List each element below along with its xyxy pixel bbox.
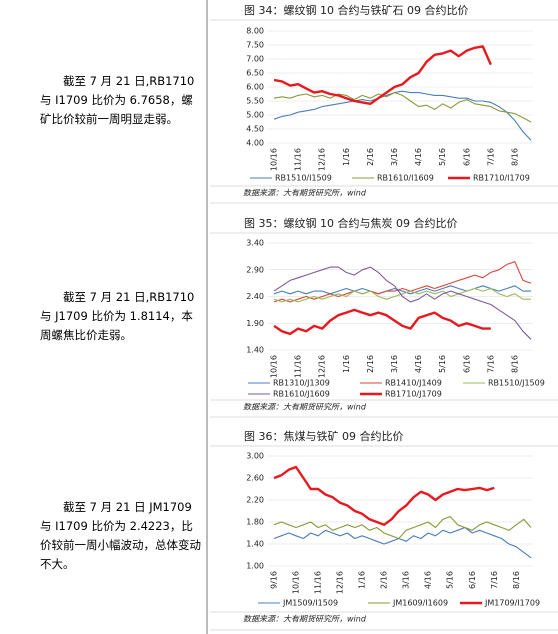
legend-label: RB1510/J1509 <box>488 379 545 388</box>
source: 数据来源：大有期货研究所，wind <box>243 403 367 412</box>
y-tick-label: 7.00 <box>246 55 264 64</box>
y-tick-label: 6.50 <box>246 69 264 78</box>
x-tick-label: 12/16 <box>318 148 327 171</box>
legend-label: JM1709/I1709 <box>484 599 540 608</box>
x-tick-label: 5/16 <box>446 571 455 589</box>
legend-label: RB1610/I1609 <box>377 174 434 183</box>
x-tick-label: 9/16 <box>270 571 279 589</box>
y-tick-label: 8.00 <box>246 27 264 36</box>
x-tick-label: 7/16 <box>486 355 495 373</box>
legend-label: RB1710/I1709 <box>473 174 530 183</box>
x-tick-label: 6/16 <box>462 355 471 373</box>
series-line <box>273 261 532 303</box>
y-tick-label: 4.00 <box>246 139 264 148</box>
series-line <box>273 515 532 540</box>
x-tick-label: 6/16 <box>462 148 471 166</box>
note: 截至 7 月 21 日,RB1710 与 I1709 比价为 6.7658，螺矿… <box>40 74 195 126</box>
x-tick-label: 8/16 <box>510 148 519 166</box>
source: 数据来源：大有期货研究所，wind <box>243 615 367 624</box>
series-line <box>273 308 491 336</box>
x-tick-label: 11/16 <box>314 571 323 594</box>
note: 截至 7 月 21 日 JM1709 与 I1709 比价为 2.4223，比价… <box>40 500 201 571</box>
x-tick-label: 1/16 <box>342 148 351 166</box>
y-tick-label: 6.00 <box>246 83 264 92</box>
y-tick-label: 2.60 <box>246 474 264 483</box>
x-tick-label: 2/16 <box>380 571 389 589</box>
x-tick-label: 10/16 <box>292 571 301 594</box>
series-line <box>273 266 532 340</box>
y-tick-label: 5.00 <box>246 111 264 120</box>
x-tick-label: 7/16 <box>490 571 499 589</box>
x-tick-label: 3/16 <box>402 571 411 589</box>
y-tick-label: 1.90 <box>246 319 264 328</box>
series-line <box>273 465 495 526</box>
series-line <box>273 526 532 559</box>
x-tick-label: 4/16 <box>414 148 423 166</box>
series-line <box>273 92 532 123</box>
y-tick-label: 2.90 <box>246 265 264 274</box>
x-tick-label: 12/16 <box>318 355 327 378</box>
series-line <box>273 285 531 295</box>
chart-title: 图 35：螺纹钢 10 合约与焦炭 09 合约比价 <box>244 216 457 230</box>
x-tick-label: 3/16 <box>390 148 399 166</box>
x-tick-label: 6/16 <box>468 571 477 589</box>
x-tick-label: 5/16 <box>438 355 447 373</box>
y-tick-label: 5.50 <box>246 97 264 106</box>
legend-label: RB1410/J1409 <box>385 379 442 388</box>
y-tick-label: 7.50 <box>246 41 264 50</box>
x-tick-label: 10/16 <box>270 355 279 378</box>
y-tick-label: 1.00 <box>246 562 264 571</box>
series-line <box>273 90 532 141</box>
x-tick-label: 1/16 <box>358 571 367 589</box>
y-tick-label: 4.50 <box>246 125 264 134</box>
x-tick-label: 11/16 <box>294 148 303 171</box>
x-tick-label: 10/16 <box>270 148 279 171</box>
chart-title: 图 34：螺纹钢 10 合约与铁矿石 09 合约比价 <box>244 3 468 17</box>
note: 截至 7 月 21 日,RB1710 与 J1709 比价为 1.8114，本周… <box>40 290 195 342</box>
x-tick-label: 8/16 <box>512 571 521 589</box>
legend-label: RB1310/J1309 <box>273 379 330 388</box>
x-tick-label: 2/16 <box>366 148 375 166</box>
x-tick-label: 8/16 <box>510 355 519 373</box>
legend-label: RB1510/I1509 <box>275 174 332 183</box>
series-line <box>273 287 531 303</box>
y-tick-label: 3.00 <box>246 452 264 461</box>
chart-title: 图 36：焦煤与铁矿 09 合约比价 <box>244 429 403 443</box>
legend-label: JM1509/I1509 <box>282 599 338 608</box>
y-tick-label: 2.40 <box>246 292 264 301</box>
y-tick-label: 3.40 <box>246 239 264 248</box>
source: 数据来源：大有期货研究所，wind <box>243 189 367 198</box>
y-tick-label: 1.40 <box>246 346 264 355</box>
y-tick-label: 1.40 <box>246 540 264 549</box>
x-tick-label: 11/16 <box>294 355 303 378</box>
x-tick-label: 4/16 <box>414 355 423 373</box>
x-tick-label: 2/16 <box>366 355 375 373</box>
legend-label: RB1710/J1709 <box>385 390 442 399</box>
x-tick-label: 7/16 <box>486 148 495 166</box>
legend-label: JM1609/I1609 <box>392 599 448 608</box>
x-tick-label: 3/16 <box>390 355 399 373</box>
x-tick-label: 12/16 <box>336 571 345 594</box>
legend-label: RB1610/J1609 <box>273 390 330 399</box>
y-tick-label: 1.80 <box>246 518 264 527</box>
y-tick-label: 2.20 <box>246 496 264 505</box>
x-tick-label: 4/16 <box>424 571 433 589</box>
series-line <box>273 45 492 105</box>
x-tick-label: 1/16 <box>342 355 351 373</box>
x-tick-label: 5/16 <box>438 148 447 166</box>
